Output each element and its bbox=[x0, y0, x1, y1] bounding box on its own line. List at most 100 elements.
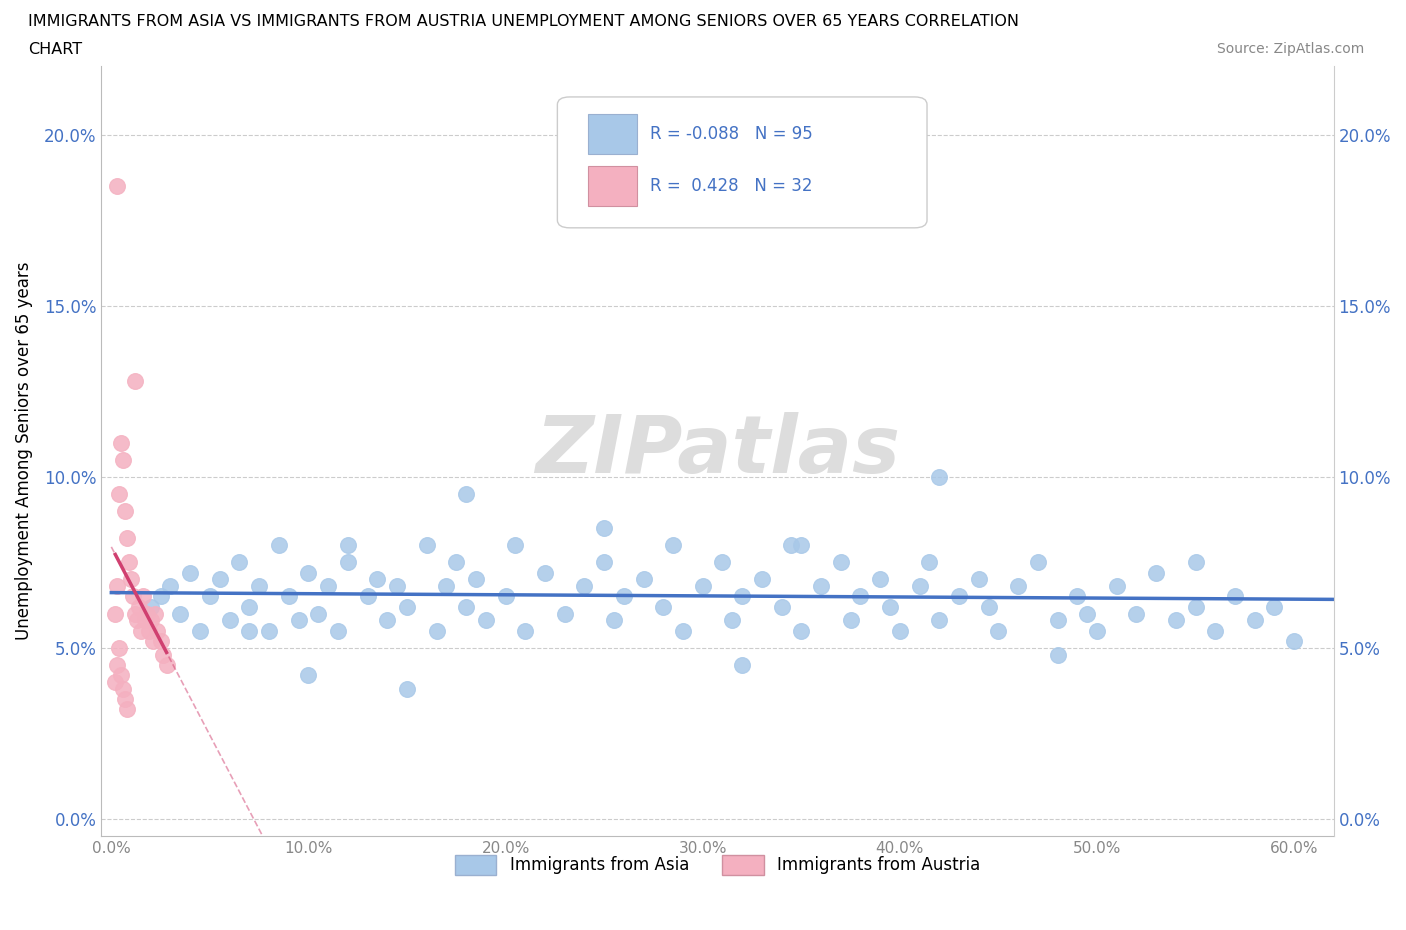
Point bbox=[849, 589, 872, 604]
Point bbox=[145, 623, 167, 638]
Point bbox=[1282, 633, 1305, 648]
Point bbox=[287, 613, 309, 628]
Point bbox=[928, 470, 950, 485]
Text: ZIPatlas: ZIPatlas bbox=[536, 412, 900, 490]
Bar bbox=[588, 114, 637, 154]
Point bbox=[1144, 565, 1167, 580]
Point bbox=[1243, 613, 1265, 628]
Point bbox=[108, 486, 131, 501]
Point bbox=[114, 692, 136, 707]
Point bbox=[115, 531, 138, 546]
Point bbox=[977, 599, 1000, 614]
Point bbox=[1046, 647, 1069, 662]
Point bbox=[731, 589, 754, 604]
Point bbox=[692, 578, 714, 593]
Point bbox=[139, 599, 162, 614]
Point bbox=[155, 658, 177, 672]
Text: Source: ZipAtlas.com: Source: ZipAtlas.com bbox=[1216, 42, 1364, 56]
Point bbox=[534, 565, 557, 580]
Point bbox=[1184, 555, 1206, 570]
Point bbox=[1076, 606, 1098, 621]
Point bbox=[839, 613, 862, 628]
Point bbox=[138, 623, 160, 638]
Point bbox=[554, 606, 576, 621]
Point bbox=[1204, 623, 1226, 638]
Point bbox=[143, 606, 166, 621]
Point bbox=[134, 613, 156, 628]
Text: IMMIGRANTS FROM ASIA VS IMMIGRANTS FROM AUSTRIA UNEMPLOYMENT AMONG SENIORS OVER : IMMIGRANTS FROM ASIA VS IMMIGRANTS FROM … bbox=[28, 14, 1019, 29]
Point bbox=[297, 668, 319, 683]
Point bbox=[662, 538, 685, 552]
Point bbox=[456, 486, 478, 501]
Point bbox=[869, 572, 891, 587]
Text: R =  0.428   N = 32: R = 0.428 N = 32 bbox=[650, 178, 813, 195]
Point bbox=[495, 589, 517, 604]
Point bbox=[188, 623, 211, 638]
Point bbox=[465, 572, 488, 587]
Point bbox=[416, 538, 439, 552]
Point bbox=[613, 589, 636, 604]
Point bbox=[179, 565, 201, 580]
Point bbox=[159, 578, 181, 593]
Point bbox=[149, 589, 172, 604]
Point bbox=[118, 555, 141, 570]
Point bbox=[721, 613, 744, 628]
Point bbox=[124, 374, 146, 389]
Point bbox=[122, 589, 145, 604]
Point bbox=[505, 538, 527, 552]
Point bbox=[297, 565, 319, 580]
Point bbox=[135, 606, 157, 621]
Point bbox=[711, 555, 734, 570]
Point bbox=[603, 613, 626, 628]
Point bbox=[574, 578, 596, 593]
Point bbox=[908, 578, 931, 593]
Point bbox=[396, 682, 419, 697]
Point bbox=[918, 555, 941, 570]
Point bbox=[110, 668, 132, 683]
Point bbox=[1007, 578, 1029, 593]
Point bbox=[830, 555, 852, 570]
Point bbox=[770, 599, 793, 614]
Point bbox=[356, 589, 378, 604]
Point bbox=[1026, 555, 1049, 570]
Point bbox=[132, 589, 155, 604]
Bar bbox=[588, 166, 637, 206]
Point bbox=[115, 702, 138, 717]
Point bbox=[751, 572, 773, 587]
Point bbox=[129, 623, 152, 638]
Point bbox=[928, 613, 950, 628]
Point bbox=[1164, 613, 1187, 628]
Point bbox=[267, 538, 290, 552]
Point bbox=[446, 555, 468, 570]
Point bbox=[104, 606, 127, 621]
Point bbox=[948, 589, 970, 604]
Legend: Immigrants from Asia, Immigrants from Austria: Immigrants from Asia, Immigrants from Au… bbox=[449, 848, 987, 882]
Point bbox=[105, 658, 128, 672]
Point bbox=[108, 641, 131, 656]
Point bbox=[326, 623, 349, 638]
Point bbox=[790, 623, 813, 638]
Point bbox=[396, 599, 419, 614]
Point bbox=[731, 658, 754, 672]
Point bbox=[1263, 599, 1285, 614]
Point bbox=[810, 578, 832, 593]
Point bbox=[142, 633, 165, 648]
FancyBboxPatch shape bbox=[557, 97, 927, 228]
Text: R = -0.088   N = 95: R = -0.088 N = 95 bbox=[650, 126, 813, 143]
Point bbox=[124, 606, 146, 621]
Point bbox=[780, 538, 803, 552]
Point bbox=[277, 589, 299, 604]
Point bbox=[105, 578, 128, 593]
Point bbox=[139, 613, 162, 628]
Point bbox=[316, 578, 339, 593]
Point bbox=[114, 503, 136, 518]
Y-axis label: Unemployment Among Seniors over 65 years: Unemployment Among Seniors over 65 years bbox=[15, 262, 32, 641]
Point bbox=[257, 623, 280, 638]
Point bbox=[104, 674, 127, 689]
Point bbox=[967, 572, 990, 587]
Point bbox=[307, 606, 329, 621]
Point bbox=[238, 599, 260, 614]
Point bbox=[110, 435, 132, 450]
Point bbox=[218, 613, 240, 628]
Point bbox=[1085, 623, 1108, 638]
